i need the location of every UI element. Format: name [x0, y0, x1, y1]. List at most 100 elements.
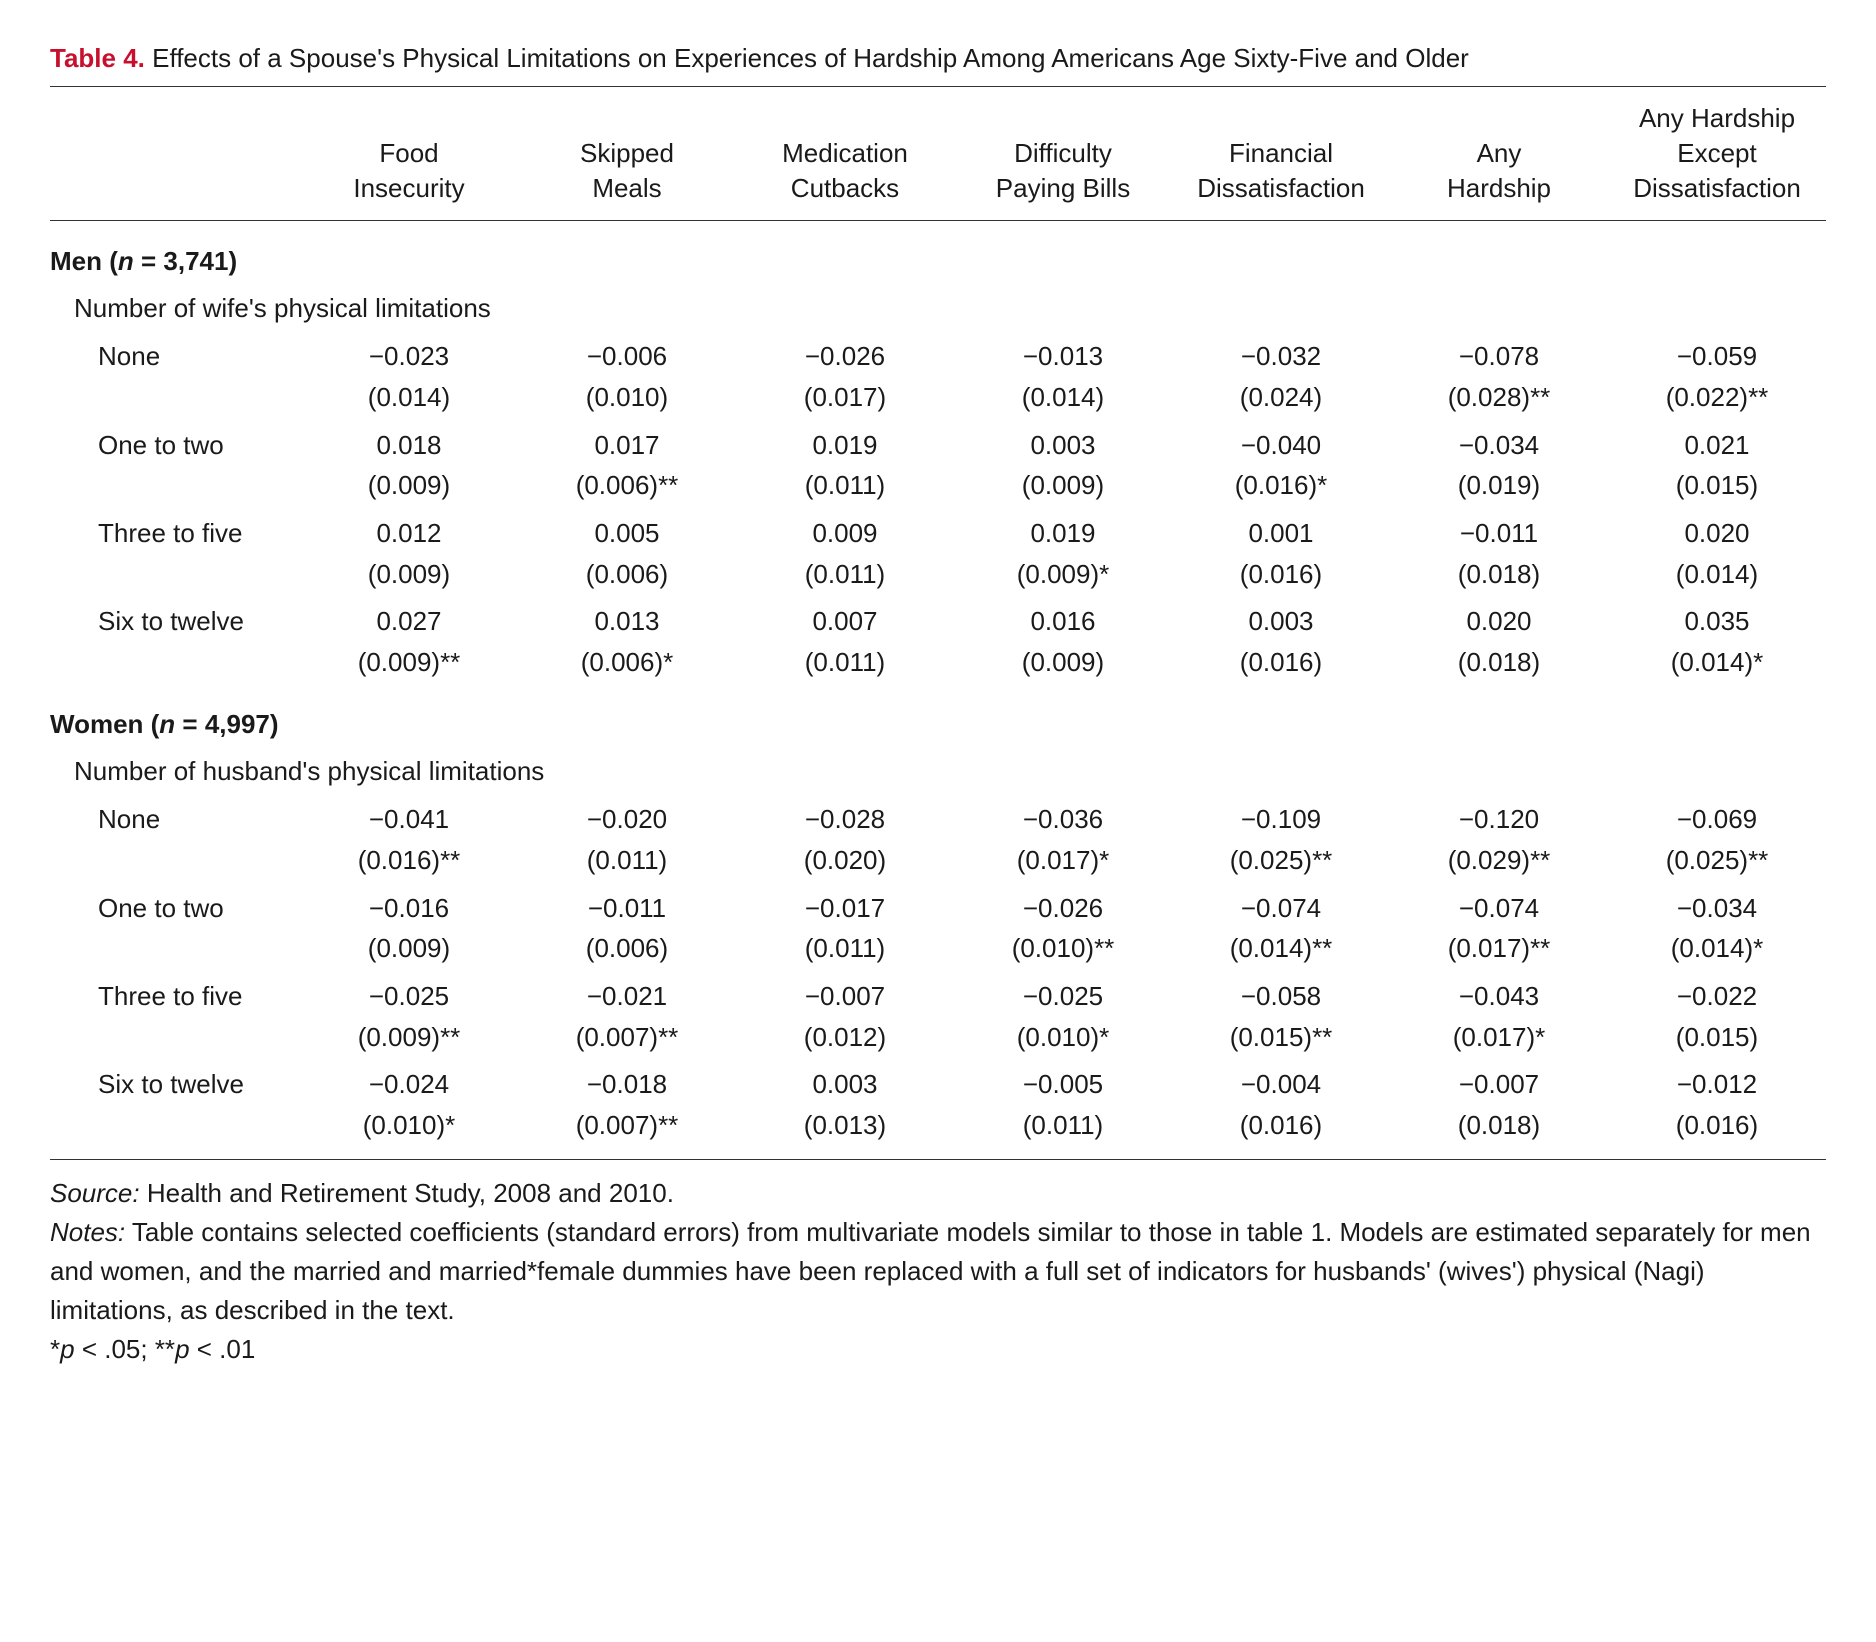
estimate-cell: −0.022 — [1608, 970, 1826, 1019]
stderr-cell: (0.015)** — [1172, 1019, 1390, 1059]
row-label: Three to five — [50, 507, 300, 556]
stderr-cell: (0.016) — [1172, 644, 1390, 684]
row-label: Three to five — [50, 970, 300, 1019]
estimate-cell: −0.013 — [954, 330, 1172, 379]
stderr-cell: (0.013) — [736, 1107, 954, 1159]
stderr-cell: (0.009) — [300, 930, 518, 970]
table-row: One to two−0.016−0.011−0.017−0.026−0.074… — [50, 882, 1826, 931]
table-body: Men (n = 3,741)Number of wife's physical… — [50, 220, 1826, 1158]
estimate-cell: 0.027 — [300, 595, 518, 644]
stderr-cell: (0.025)** — [1608, 842, 1826, 882]
stderr-cell: (0.010) — [518, 379, 736, 419]
stderr-cell: (0.011) — [736, 930, 954, 970]
stderr-cell: (0.011) — [736, 556, 954, 596]
stderr-cell: (0.009)** — [300, 644, 518, 684]
row-label: One to two — [50, 419, 300, 468]
row-label: None — [50, 793, 300, 842]
table-row: Six to twelve−0.024−0.0180.003−0.005−0.0… — [50, 1058, 1826, 1107]
stderr-cell: (0.022)** — [1608, 379, 1826, 419]
estimate-cell: 0.021 — [1608, 419, 1826, 468]
stderr-cell: (0.029)** — [1390, 842, 1608, 882]
estimate-cell: −0.026 — [954, 882, 1172, 931]
stderr-cell: (0.014)* — [1608, 644, 1826, 684]
estimate-cell: −0.032 — [1172, 330, 1390, 379]
estimate-cell: −0.058 — [1172, 970, 1390, 1019]
table-row: (0.016)**(0.011)(0.020)(0.017)*(0.025)**… — [50, 842, 1826, 882]
table-row: None−0.041−0.020−0.028−0.036−0.109−0.120… — [50, 793, 1826, 842]
stderr-cell: (0.007)** — [518, 1107, 736, 1159]
stderr-cell: (0.011) — [736, 467, 954, 507]
table-row: (0.010)*(0.007)**(0.013)(0.011)(0.016)(0… — [50, 1107, 1826, 1159]
estimate-cell: 0.003 — [954, 419, 1172, 468]
estimate-cell: 0.019 — [736, 419, 954, 468]
notes-line: Notes: Table contains selected coefficie… — [50, 1213, 1826, 1330]
estimate-cell: −0.043 — [1390, 970, 1608, 1019]
col-header: FinancialDissatisfaction — [1172, 87, 1390, 221]
estimate-cell: −0.078 — [1390, 330, 1608, 379]
estimate-cell: 0.013 — [518, 595, 736, 644]
estimate-cell: 0.020 — [1608, 507, 1826, 556]
table-row: (0.014)(0.010)(0.017)(0.014)(0.024)(0.02… — [50, 379, 1826, 419]
row-label: None — [50, 330, 300, 379]
stderr-cell: (0.009) — [300, 467, 518, 507]
stderr-cell: (0.028)** — [1390, 379, 1608, 419]
estimate-cell: −0.041 — [300, 793, 518, 842]
stderr-cell: (0.015) — [1608, 467, 1826, 507]
estimate-cell: 0.003 — [1172, 595, 1390, 644]
stderr-cell: (0.010)* — [300, 1107, 518, 1159]
stderr-cell: (0.017)* — [1390, 1019, 1608, 1059]
stderr-cell: (0.018) — [1390, 644, 1608, 684]
estimate-cell: 0.019 — [954, 507, 1172, 556]
estimate-cell: −0.028 — [736, 793, 954, 842]
estimate-cell: 0.018 — [300, 419, 518, 468]
col-header: DifficultyPaying Bills — [954, 87, 1172, 221]
estimate-cell: −0.012 — [1608, 1058, 1826, 1107]
table-row: Six to twelve0.0270.0130.0070.0160.0030.… — [50, 595, 1826, 644]
column-header-row: FoodInsecurity SkippedMeals MedicationCu… — [50, 87, 1826, 221]
table-caption: Effects of a Spouse's Physical Limitatio… — [145, 43, 1469, 73]
estimate-cell: 0.017 — [518, 419, 736, 468]
stderr-cell: (0.015) — [1608, 1019, 1826, 1059]
table-row: One to two0.0180.0170.0190.003−0.040−0.0… — [50, 419, 1826, 468]
stderr-cell: (0.011) — [736, 644, 954, 684]
estimate-cell: −0.034 — [1390, 419, 1608, 468]
estimate-cell: −0.040 — [1172, 419, 1390, 468]
stderr-cell: (0.016) — [1608, 1107, 1826, 1159]
table-row: (0.009)**(0.007)**(0.012)(0.010)*(0.015)… — [50, 1019, 1826, 1059]
stderr-cell: (0.010)** — [954, 930, 1172, 970]
stderr-cell: (0.016)* — [1172, 467, 1390, 507]
table-footer: Source: Health and Retirement Study, 200… — [50, 1159, 1826, 1369]
stub-header — [50, 87, 300, 221]
estimate-cell: −0.020 — [518, 793, 736, 842]
stderr-cell: (0.020) — [736, 842, 954, 882]
estimate-cell: 0.003 — [736, 1058, 954, 1107]
stderr-cell: (0.014) — [954, 379, 1172, 419]
table-row: None−0.023−0.006−0.026−0.013−0.032−0.078… — [50, 330, 1826, 379]
col-header: FoodInsecurity — [300, 87, 518, 221]
estimate-cell: −0.109 — [1172, 793, 1390, 842]
estimate-cell: −0.074 — [1172, 882, 1390, 931]
estimate-cell: −0.005 — [954, 1058, 1172, 1107]
estimate-cell: −0.023 — [300, 330, 518, 379]
stderr-cell: (0.006) — [518, 556, 736, 596]
group-header: Women (n = 4,997) — [50, 684, 1826, 747]
stderr-cell: (0.012) — [736, 1019, 954, 1059]
group-subhead: Number of husband's physical limitations — [50, 747, 1826, 794]
col-header: AnyHardship — [1390, 87, 1608, 221]
stderr-cell: (0.011) — [518, 842, 736, 882]
estimate-cell: 0.016 — [954, 595, 1172, 644]
estimate-cell: −0.026 — [736, 330, 954, 379]
table-row: (0.009)(0.006)**(0.011)(0.009)(0.016)*(0… — [50, 467, 1826, 507]
table-number: Table 4. — [50, 43, 145, 73]
estimate-cell: −0.004 — [1172, 1058, 1390, 1107]
stderr-cell: (0.016) — [1172, 1107, 1390, 1159]
table-row: Three to five0.0120.0050.0090.0190.001−0… — [50, 507, 1826, 556]
source-line: Source: Health and Retirement Study, 200… — [50, 1174, 1826, 1213]
estimate-cell: −0.021 — [518, 970, 736, 1019]
stderr-cell: (0.007)** — [518, 1019, 736, 1059]
estimate-cell: −0.025 — [954, 970, 1172, 1019]
stderr-cell: (0.018) — [1390, 556, 1608, 596]
row-label: One to two — [50, 882, 300, 931]
stderr-cell: (0.019) — [1390, 467, 1608, 507]
estimate-cell: −0.025 — [300, 970, 518, 1019]
